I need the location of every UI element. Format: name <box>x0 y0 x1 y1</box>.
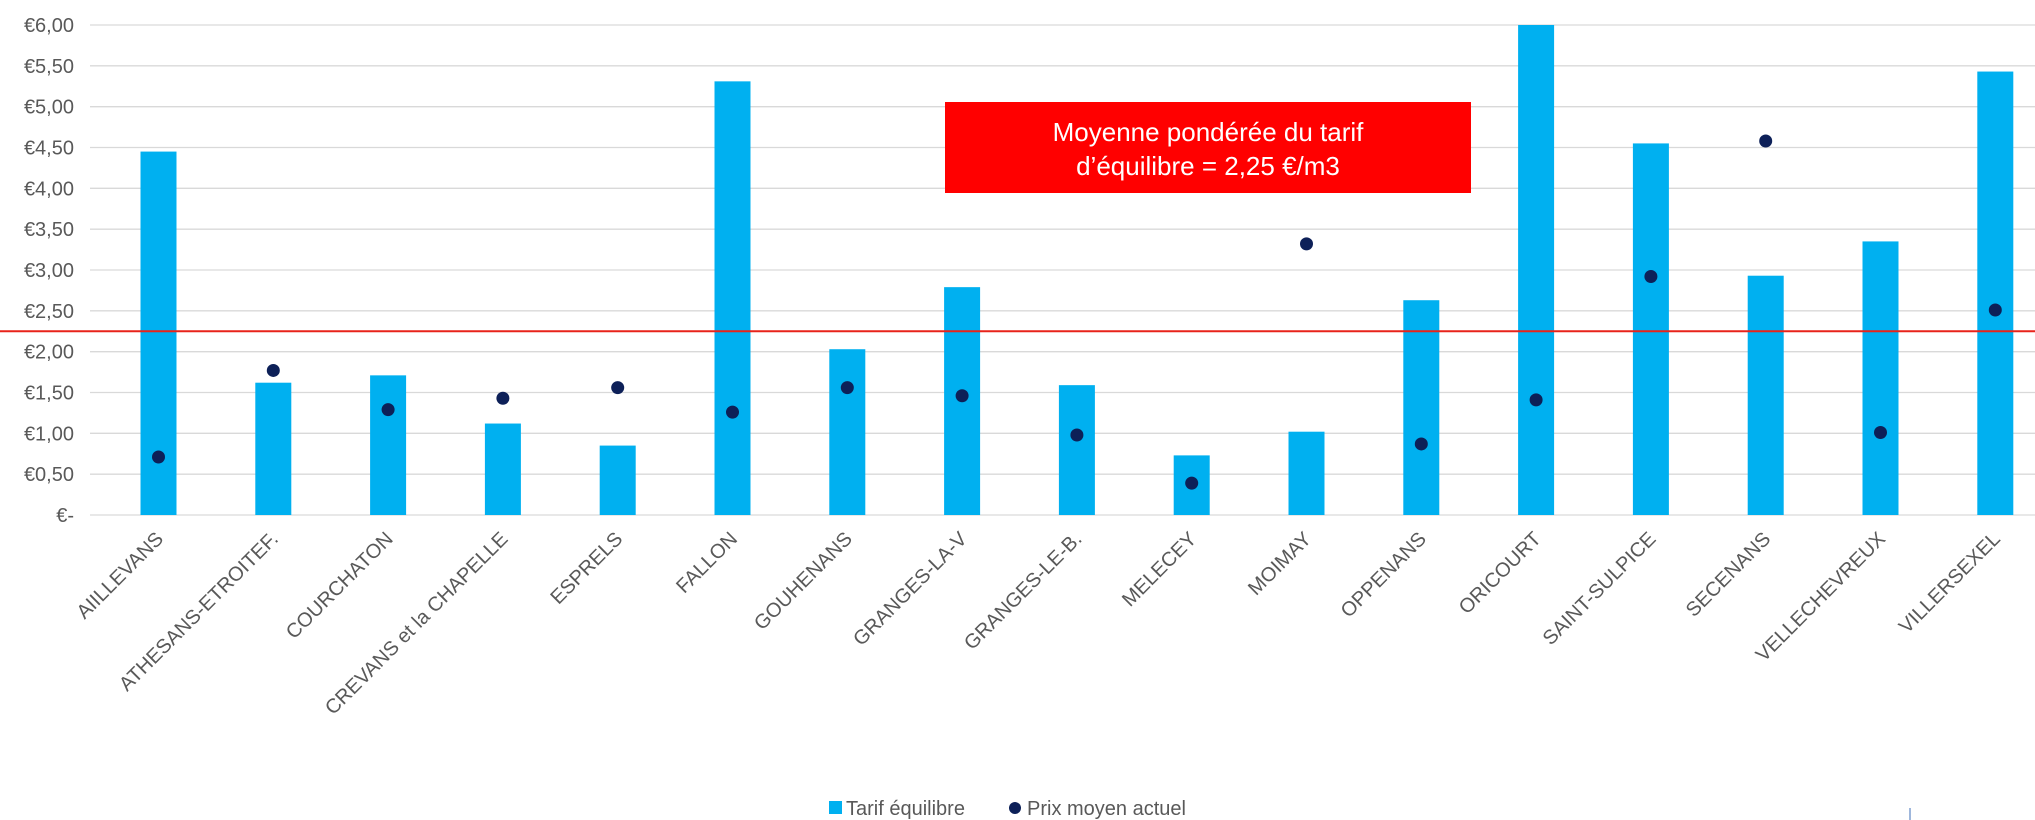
y-tick-label: €- <box>56 505 74 527</box>
bar-series <box>140 25 2014 516</box>
point-series <box>152 134 2002 490</box>
x-tick-label: ESPRELS <box>546 528 627 609</box>
y-tick-label: €3,00 <box>24 260 74 282</box>
bar <box>1518 25 1555 515</box>
data-point <box>1300 237 1313 251</box>
x-tick-label: OPPENANS <box>1337 528 1431 622</box>
x-tick-label: CREVANS et la CHAPELLE <box>321 528 512 719</box>
data-point <box>1414 437 1428 451</box>
x-tick-label: SECENANS <box>1682 528 1775 621</box>
x-tick-label: AIILLEVANS <box>73 528 168 623</box>
bar <box>1977 71 2014 516</box>
data-point <box>840 381 854 395</box>
x-tick-label: MELECEY <box>1118 528 1201 611</box>
y-axis-ticks: €- €0,50 €1,00 €1,50 €2,00 €2,50 €3,00 €3,50 €4,… <box>24 15 74 527</box>
bar <box>370 375 407 515</box>
x-tick-label: COURCHATON <box>282 528 398 644</box>
bar <box>1862 241 1899 515</box>
data-point <box>1529 393 1543 407</box>
x-tick-label: ORICOURT <box>1455 528 1546 619</box>
data-point <box>1185 476 1199 490</box>
x-tick-label: GOUHENANS <box>750 528 857 635</box>
legend-swatch-bar <box>829 801 842 814</box>
legend: Tarif équilibre Prix moyen actuel <box>829 798 1186 820</box>
x-tick-label: MOIMAY <box>1244 528 1316 600</box>
data-point <box>1988 303 2002 317</box>
y-tick-label: €5,50 <box>24 56 74 78</box>
data-point <box>266 363 280 377</box>
x-tick-label: VILLERSEXEL <box>1895 528 2005 638</box>
y-tick-label: €1,50 <box>24 383 74 405</box>
annotation-line2: d’équilibre = 2,25 €/m3 <box>1076 151 1340 181</box>
data-point <box>1644 270 1658 284</box>
data-point <box>381 403 395 417</box>
legend-label-bar: Tarif équilibre <box>846 798 965 820</box>
x-tick-label: GRANGES-LE-B. <box>960 528 1086 654</box>
y-tick-label: €3,50 <box>24 219 74 241</box>
y-tick-label: €2,50 <box>24 301 74 323</box>
data-point <box>1874 426 1887 440</box>
data-point <box>955 389 969 403</box>
annotation-box: Moyenne pondérée du tarif d’équilibre = … <box>945 102 1471 193</box>
y-tick-label: €2,00 <box>24 342 74 364</box>
y-tick-label: €6,00 <box>24 15 74 37</box>
bar <box>714 81 751 515</box>
data-point <box>1070 428 1084 442</box>
legend-swatch-dot <box>1009 802 1021 814</box>
y-tick-label: €5,00 <box>24 97 74 119</box>
y-tick-label: €1,00 <box>24 423 74 445</box>
y-tick-label: €4,50 <box>24 138 74 160</box>
bar <box>1058 385 1095 515</box>
data-point <box>726 405 739 419</box>
x-tick-label: VELLECHEVREUX <box>1752 528 1890 666</box>
bar <box>1632 143 1669 515</box>
x-tick-label: FALLON <box>672 528 742 598</box>
bar <box>255 382 292 515</box>
data-point <box>152 450 165 464</box>
y-tick-label: €0,50 <box>24 464 74 486</box>
x-tick-label: GRANGES-LA-V <box>849 528 972 651</box>
bar <box>484 423 521 515</box>
x-tick-label: SAINT-SULPICE <box>1539 528 1661 650</box>
legend-label-dot: Prix moyen actuel <box>1027 798 1186 820</box>
bar <box>829 349 866 515</box>
annotation-line1: Moyenne pondérée du tarif <box>1053 117 1365 147</box>
bar <box>1403 300 1440 515</box>
data-point <box>496 391 510 405</box>
bar <box>599 445 636 515</box>
annotation-background <box>945 102 1471 193</box>
data-point <box>1759 134 1773 148</box>
y-tick-label: €4,00 <box>24 178 74 200</box>
bar <box>1747 275 1784 515</box>
bar <box>1288 431 1325 515</box>
data-point <box>611 381 625 395</box>
